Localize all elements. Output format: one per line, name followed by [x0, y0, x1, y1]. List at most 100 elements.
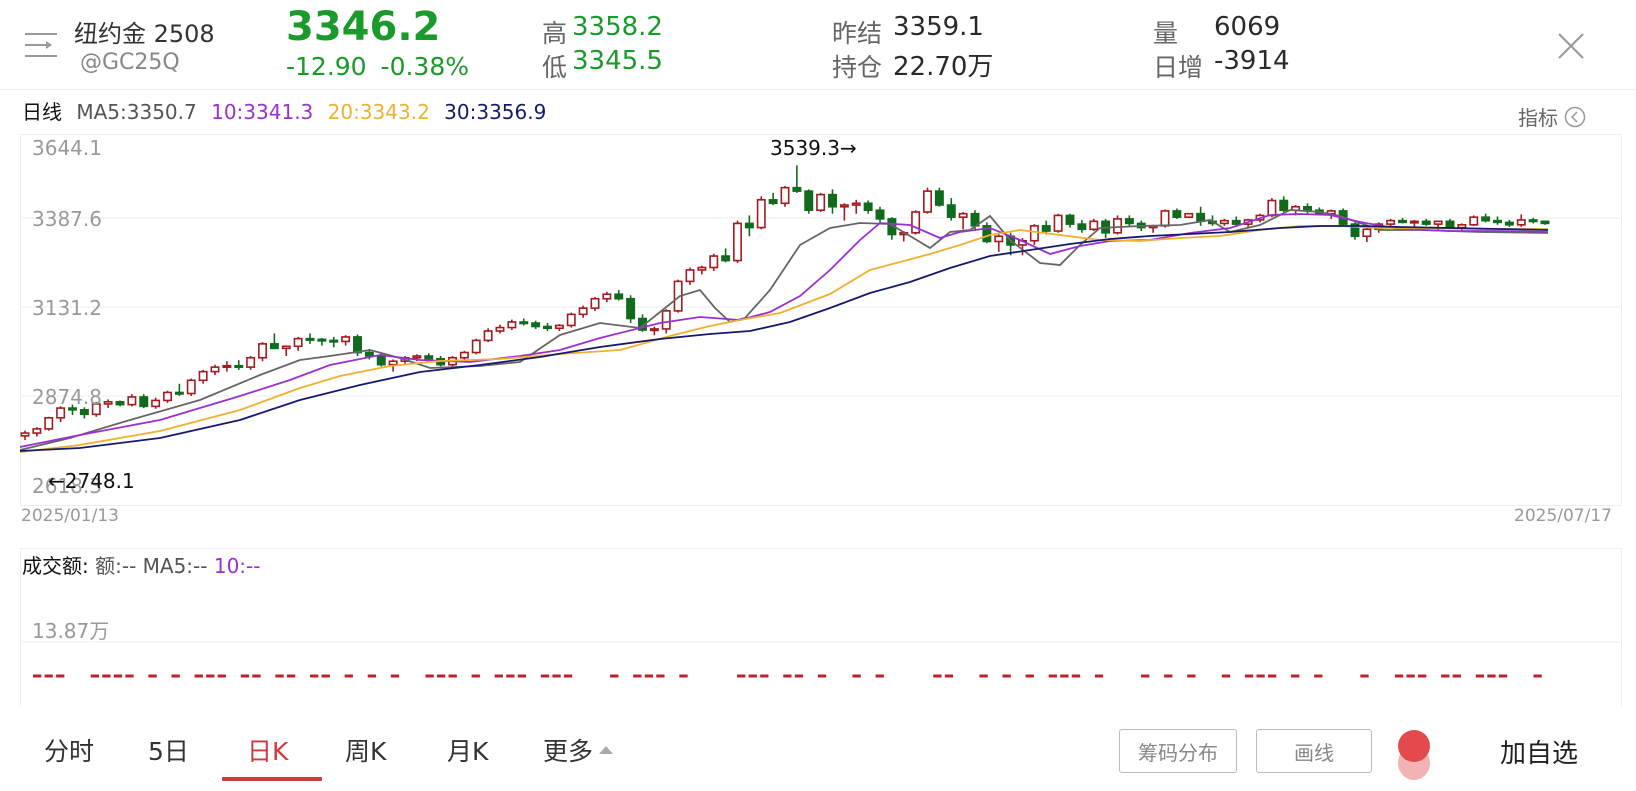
candle [709, 253, 719, 271]
candle [543, 323, 552, 332]
candle [293, 336, 303, 351]
ma5-value: MA5:3350.7 [76, 100, 197, 124]
ma30-line [19, 225, 1549, 452]
candle [210, 364, 220, 376]
kline-chart[interactable] [0, 0, 1636, 520]
candle [697, 265, 707, 275]
ma10-line [19, 213, 1549, 448]
candle [79, 407, 89, 419]
candle [828, 189, 837, 214]
quote-header: 纽约金 2508 @GC25Q 3346.2 -12.90 -0.38% 高 3… [0, 0, 1636, 90]
candle [958, 211, 968, 230]
candle [911, 210, 921, 235]
last-price: 3346.2 [286, 4, 441, 50]
candle [839, 203, 849, 221]
tab-intraday[interactable]: 分时 [44, 737, 95, 766]
candle [721, 248, 731, 263]
candle [56, 406, 66, 422]
candle [103, 399, 113, 409]
contract-title: 纽约金 2508 [74, 20, 215, 48]
candle [733, 220, 742, 263]
candle [863, 200, 873, 214]
draw-line-button[interactable]: 画线 [1256, 729, 1372, 773]
tab-more-label: 更多 [543, 737, 594, 766]
tab-5day[interactable]: 5日 [148, 737, 189, 766]
ma5-line [19, 209, 1549, 451]
period-tabs: 分时 5日 日K 周K 月K 更多 [0, 720, 700, 791]
volume-y-label: 13.87万 [32, 619, 110, 643]
prev-settle-value: 3359.1 [893, 12, 984, 42]
candle [614, 290, 624, 301]
candle [661, 309, 671, 334]
candle [1433, 220, 1443, 232]
change-value: -12.90 [286, 52, 367, 81]
candle [1279, 196, 1289, 212]
candle [780, 185, 790, 207]
candle [875, 206, 885, 223]
candle [566, 312, 576, 328]
candle [1421, 218, 1431, 226]
candle [1089, 218, 1099, 232]
candle [44, 416, 54, 431]
candle [851, 199, 861, 214]
ma20-value: 20:3343.2 [327, 100, 430, 124]
ma20-line [19, 225, 1548, 453]
candle [1493, 216, 1502, 225]
candle [934, 187, 944, 207]
candle [127, 394, 137, 407]
indicator-button[interactable]: 指标 [1518, 102, 1586, 131]
close-icon[interactable] [1555, 30, 1587, 62]
candle [1528, 217, 1538, 224]
candle [946, 198, 956, 221]
menu-arrow-icon[interactable] [24, 30, 58, 60]
candle [1113, 215, 1122, 235]
candle [495, 324, 505, 334]
candle [1184, 212, 1194, 218]
add-watchlist-button[interactable]: 加自选 [1500, 739, 1579, 769]
candle [923, 187, 932, 214]
candle [258, 342, 267, 362]
candle [1386, 218, 1396, 226]
candle [626, 295, 636, 324]
candle [329, 336, 339, 348]
y-tick-label: 3131.2 [32, 296, 102, 320]
indicator-label: 指标 [1518, 106, 1558, 130]
candle [1362, 227, 1372, 243]
candle [198, 369, 208, 384]
volume-title: 成交额: [22, 554, 89, 578]
y-tick-label: 2618.3 [32, 474, 102, 498]
kline-chart-frame[interactable] [20, 134, 1622, 506]
tab-more[interactable]: 更多 [543, 732, 614, 768]
candle [804, 189, 814, 214]
tab-daily-k[interactable]: 日K [247, 737, 289, 766]
low-label: 低 [542, 53, 568, 82]
volume-ma10: 10:-- [213, 554, 261, 578]
candle [982, 222, 992, 244]
open-interest-label: 持仓 [832, 53, 883, 82]
volume-panel[interactable] [20, 548, 1622, 706]
tab-weekly-k[interactable]: 周K [345, 737, 387, 766]
candle [151, 397, 161, 409]
candle [602, 291, 612, 303]
high-label: 高 [542, 19, 568, 48]
candle [756, 196, 766, 230]
ma30-value: 30:3356.9 [444, 100, 547, 124]
ma-legend: 日线 MA5:3350.7 10:3341.3 20:3343.2 30:335… [22, 96, 554, 125]
price-change: -12.90 -0.38% [286, 52, 469, 81]
candle [305, 333, 315, 344]
start-date-label: 2025/01/13 [21, 506, 119, 526]
candle [685, 267, 695, 285]
volume-label: 量 [1153, 19, 1179, 48]
candle [554, 324, 564, 332]
end-date-label: 2025/07/17 [1514, 506, 1612, 526]
candle [1481, 213, 1491, 223]
record-dot-icon[interactable] [1386, 727, 1442, 789]
candle [246, 356, 256, 370]
candle [578, 305, 588, 318]
high-annotation: 3539.3→ [770, 136, 857, 160]
candle [269, 333, 279, 350]
candle [1065, 213, 1075, 228]
chip-distribution-button[interactable]: 筹码分布 [1119, 729, 1237, 773]
tab-monthly-k[interactable]: 月K [447, 737, 489, 766]
candle [115, 400, 125, 407]
